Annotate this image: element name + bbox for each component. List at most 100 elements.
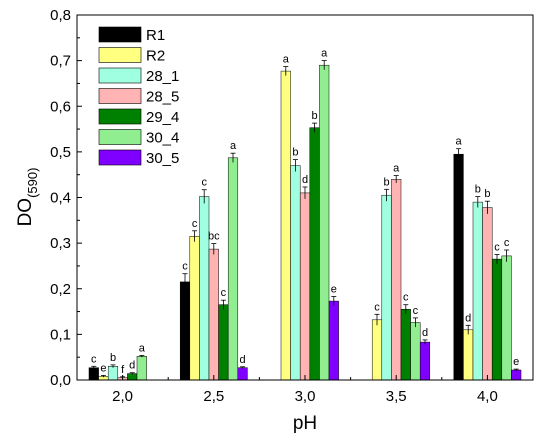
legend-swatch-R2: [98, 47, 142, 63]
bar-R2-3,5: [371, 319, 383, 381]
bar-30_5-3,0: [328, 300, 339, 381]
significance-letter-29_4-3,5: c: [403, 292, 409, 304]
significance-letter-29_4-3,0: b: [312, 110, 318, 122]
bar-28_1-2,0: [107, 366, 119, 381]
significance-letter-28_5-2,0: f: [121, 364, 125, 376]
x-tick-label: 3,0: [295, 388, 316, 405]
bar-28_1-3,5: [381, 194, 392, 381]
bar-29_4-2,0: [127, 373, 138, 381]
legend-swatch-29_4: [98, 108, 142, 125]
legend-label-30_5: 30_5: [146, 150, 179, 167]
bar-30_5-3,5: [419, 341, 431, 381]
legend-label-28_5: 28_5: [146, 89, 179, 106]
significance-letter-29_4-4,0: c: [494, 242, 500, 254]
significance-letter-28_5-4,0: b: [484, 188, 490, 200]
significance-letter-28_1-3,0: b: [292, 147, 298, 159]
legend-label-28_1: 28_1: [146, 68, 179, 85]
y-tick-label: 0,1: [50, 326, 71, 343]
significance-letter-29_4-2,0: d: [129, 360, 135, 372]
y-tick-label: 0,0: [50, 372, 71, 389]
significance-letter-R1-4,0: a: [456, 136, 463, 148]
bar-28_1-2,5: [199, 196, 210, 381]
bar-30_4-2,0: [136, 356, 147, 381]
x-tick-label: 4,0: [477, 388, 498, 405]
x-tick-label: 2,5: [203, 388, 224, 405]
legend-label-29_4: 29_4: [146, 109, 179, 126]
y-tick-label: 0,7: [50, 53, 71, 70]
y-tick-label: 0,6: [50, 98, 71, 115]
x-tick-label: 3,5: [386, 388, 407, 405]
bar-R2-2,5: [189, 236, 200, 381]
y-axis-title-main: DO: [15, 198, 36, 227]
bar-28_5-3,0: [299, 192, 311, 381]
significance-letter-30_4-3,5: c: [413, 305, 419, 317]
bar-28_5-4,0: [482, 207, 493, 381]
significance-letter-R2-3,0: a: [283, 54, 290, 66]
y-tick-label: 0,2: [50, 281, 71, 298]
bar-R2-4,0: [463, 329, 474, 381]
significance-letter-30_4-2,5: a: [230, 140, 237, 152]
bar-30_4-3,0: [319, 64, 330, 381]
significance-letter-30_5-2,5: d: [240, 354, 246, 366]
legend-swatch-28_1: [98, 67, 142, 84]
bar-30_5-2,5: [237, 367, 248, 381]
y-tick-label: 0,8: [50, 7, 71, 24]
bar-28_5-3,5: [391, 179, 402, 381]
bar-30_5-4,0: [511, 369, 522, 381]
significance-letter-30_4-4,0: c: [504, 237, 510, 249]
bar-R1-2,5: [179, 281, 191, 381]
bar-29_4-2,5: [218, 304, 229, 381]
y-tick-label: 0,5: [50, 144, 71, 161]
x-tick-label: 2,0: [112, 388, 133, 405]
significance-letter-28_1-2,5: c: [201, 177, 207, 189]
legend-label-R2: R2: [146, 48, 165, 65]
significance-letter-28_1-2,0: b: [110, 352, 116, 364]
bar-29_4-3,5: [400, 309, 411, 381]
y-tick-label: 0,3: [50, 235, 71, 252]
bar-29_4-4,0: [491, 258, 503, 381]
bar-30_4-3,5: [410, 322, 421, 381]
significance-letter-30_5-3,5: d: [422, 327, 428, 339]
significance-letter-29_4-2,5: c: [221, 287, 227, 299]
legend-label-R1: R1: [146, 27, 165, 44]
axis-ticks-group: 0,0 0,1 0,2 0,3 0,4 0,5 0,6 0,7 0,8 2,0 2,5 3,0 3,5 4…: [50, 7, 498, 405]
legend-swatch-30_5: [98, 149, 142, 166]
bar-29_4-3,0: [309, 127, 320, 381]
bars-group: [88, 64, 522, 381]
significance-letter-R2-4,0: d: [465, 312, 471, 324]
bar-30_4-4,0: [501, 255, 512, 381]
bar-R1-4,0: [453, 153, 464, 381]
y-axis-title: DO(590): [15, 168, 40, 227]
significance-letter-28_5-3,0: d: [302, 174, 308, 186]
significance-letter-28_5-2,5: bc: [208, 231, 220, 243]
significance-letter-30_4-2,0: a: [139, 342, 146, 354]
error-bars-group: [91, 60, 519, 379]
significance-letter-R1-2,0: c: [91, 353, 97, 365]
svg-text:DO(590): DO(590): [15, 168, 40, 227]
legend: R1 R2 28_1 28_5 29_4 30_4 30_5: [98, 26, 179, 167]
legend-label-30_4: 30_4: [146, 130, 179, 147]
bar-R1-2,0: [88, 367, 99, 381]
y-axis-title-sub: (590): [25, 168, 40, 198]
bar-30_4-2,5: [227, 157, 239, 381]
bar-R2-3,0: [280, 70, 291, 381]
legend-swatch-28_5: [98, 88, 142, 104]
significance-letter-30_5-3,0: e: [331, 284, 337, 296]
significance-letter-R2-2,5: c: [192, 218, 198, 230]
significance-letter-30_4-3,0: a: [321, 48, 328, 60]
y-tick-label: 0,4: [50, 190, 71, 207]
legend-swatch-R1: [98, 26, 142, 43]
bar-28_1-4,0: [472, 201, 483, 381]
significance-letter-R2-2,0: e: [100, 362, 106, 374]
x-axis-title: pH: [293, 413, 317, 434]
significance-letter-28_1-3,5: b: [384, 176, 390, 188]
legend-swatch-30_4: [98, 129, 142, 145]
significance-letter-28_1-4,0: b: [475, 184, 481, 196]
significance-letter-R1-2,5: c: [182, 261, 188, 273]
bar-28_5-2,5: [208, 248, 219, 381]
significance-letter-R2-3,5: c: [374, 301, 380, 313]
bar-28_1-3,0: [290, 165, 301, 381]
significance-letter-28_5-3,5: a: [393, 163, 400, 175]
